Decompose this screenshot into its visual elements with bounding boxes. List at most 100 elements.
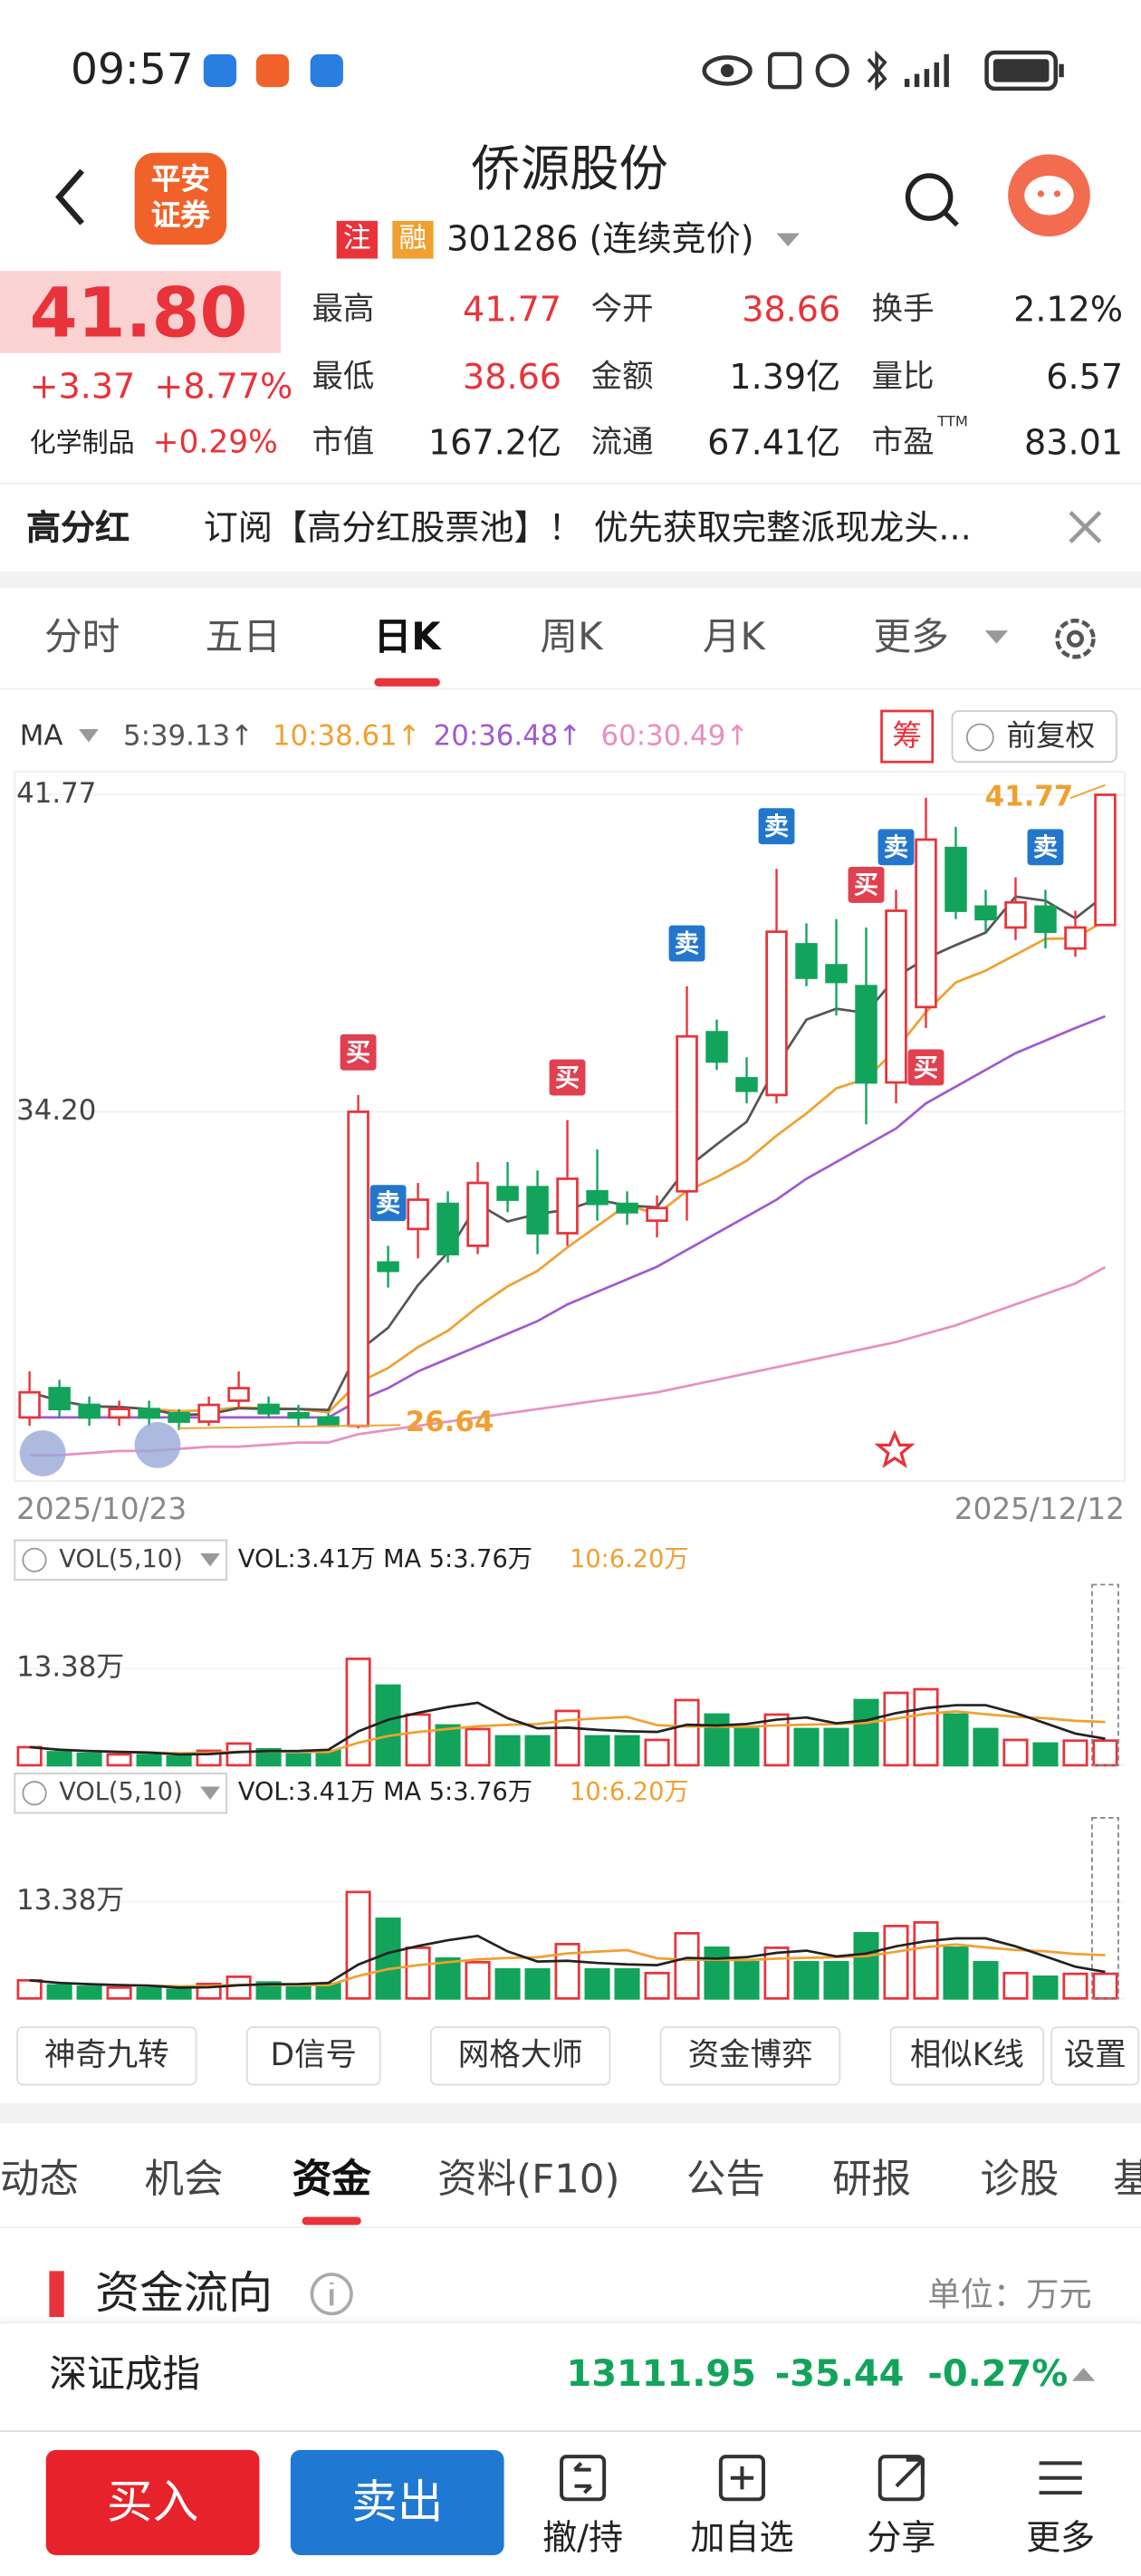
- sub-tab[interactable]: 诊股: [980, 2156, 1060, 2203]
- action-label[interactable]: 撤/持: [542, 2518, 624, 2558]
- expand-arrow[interactable]: [1070, 2365, 1097, 2385]
- sub-tab[interactable]: 机会: [144, 2156, 224, 2203]
- sell-button[interactable]: [290, 2449, 504, 2555]
- tool-button[interactable]: [429, 2026, 611, 2086]
- sub-tab[interactable]: 资料(F10): [437, 2156, 620, 2203]
- search-button[interactable]: [899, 168, 965, 234]
- trade-marker: [668, 925, 705, 962]
- vol-bar: [793, 1961, 820, 2000]
- settings-button[interactable]: [1050, 614, 1099, 663]
- period-tab[interactable]: 日K: [373, 616, 441, 659]
- stat-label: 最高: [312, 291, 375, 328]
- buy-label[interactable]: 买入: [106, 2475, 199, 2529]
- unit-label: 单位：万元: [927, 2273, 1092, 2314]
- vol-bar: [1062, 1739, 1088, 1767]
- vol-bar: [793, 1727, 820, 1767]
- action-label[interactable]: 加自选: [690, 2518, 794, 2558]
- avatar[interactable]: [1006, 153, 1091, 238]
- index-pct: -0.27%: [927, 2354, 1069, 2397]
- period-tab[interactable]: 更多: [873, 616, 949, 659]
- vol-bar: [883, 1925, 909, 2000]
- period-tab[interactable]: 月K: [702, 616, 765, 659]
- vol-bar: [644, 1972, 670, 2000]
- tool-label[interactable]: 资金博弈: [687, 2036, 813, 2073]
- vol-bar: [345, 1890, 371, 2000]
- tool-button[interactable]: [16, 2026, 197, 2086]
- tool-button[interactable]: [889, 2026, 1045, 2086]
- vol-bar: [166, 1988, 192, 2000]
- vol-current-box: [1091, 1583, 1119, 1766]
- tool-label[interactable]: 相似K线: [909, 2036, 1024, 2073]
- banner-text[interactable]: 订阅【高分红股票池】！ 优先获取完整派现龙头...: [203, 508, 972, 548]
- vol-legend-box: [14, 1773, 228, 1814]
- trade-marker-label: 买: [914, 1054, 938, 1082]
- tool-button[interactable]: [1050, 2026, 1140, 2086]
- vol-bar: [76, 1752, 102, 1767]
- candle-body: [317, 1416, 340, 1427]
- tool-label[interactable]: 网格大师: [457, 2036, 583, 2073]
- period-tab[interactable]: 分时: [43, 616, 120, 659]
- stat-value: 41.77: [463, 289, 562, 330]
- vol-legend: VOL(5,10): [59, 1778, 182, 1806]
- action-label[interactable]: 分享: [867, 2518, 936, 2558]
- tool-label[interactable]: 设置: [1063, 2036, 1127, 2073]
- stat-value: 167.2亿: [427, 422, 562, 463]
- stat-label: 金额: [590, 359, 654, 396]
- candle-body: [377, 1261, 399, 1273]
- candle-body: [227, 1387, 250, 1402]
- tool-button[interactable]: [659, 2026, 841, 2086]
- sub-tab[interactable]: 基: [1113, 2159, 1141, 2199]
- back-button[interactable]: [46, 164, 95, 230]
- gap: [0, 571, 1141, 589]
- vol-bar: [1032, 1975, 1059, 2000]
- section-bar: [49, 2271, 64, 2318]
- vol-bar: [614, 1735, 640, 1767]
- vol-legend-box: [14, 1539, 228, 1581]
- info-icon[interactable]: [309, 2271, 355, 2317]
- section-title: 资金流向: [95, 2268, 273, 2320]
- period-tab[interactable]: 五日: [205, 616, 282, 659]
- candle-body: [915, 838, 937, 1009]
- vol-current-box: [1091, 1817, 1119, 2000]
- stat-value: 6.57: [1046, 357, 1124, 397]
- sub-tab[interactable]: 动态: [0, 2156, 80, 2203]
- x-date-label: 2025/12/12: [954, 1492, 1125, 1526]
- stat-label: 流通: [590, 424, 654, 461]
- candle-body: [944, 846, 967, 912]
- tool-label[interactable]: D信号: [270, 2036, 357, 2073]
- sub-tab[interactable]: 资金: [292, 2156, 371, 2203]
- buy-button[interactable]: [45, 2449, 260, 2555]
- status-icons: [702, 50, 1064, 91]
- trade-marker: [877, 829, 915, 866]
- sub-tab[interactable]: 研报: [832, 2156, 912, 2203]
- vol-legend: VOL(5,10): [59, 1545, 182, 1573]
- x-date-label: 2025/10/23: [16, 1492, 187, 1526]
- trade-marker-label: 买: [346, 1039, 370, 1067]
- stat-label: 今开: [590, 291, 654, 328]
- candle-body: [347, 1110, 369, 1427]
- period-tab[interactable]: 周K: [540, 616, 603, 659]
- stock-subtitle: 301286 (连续竞价): [446, 219, 754, 259]
- tool-label[interactable]: 神奇九转: [43, 2036, 169, 2073]
- dropdown-arrow: [776, 233, 800, 246]
- trade-marker-label: 买: [555, 1064, 580, 1092]
- vol-bar: [1062, 1972, 1088, 2000]
- candle-body: [108, 1408, 130, 1419]
- stat-value: 2.12%: [1013, 289, 1124, 330]
- stat-value: 38.66: [742, 289, 841, 330]
- vol-bar: [614, 1968, 640, 2000]
- vol-bar: [494, 1968, 521, 2000]
- candle-body: [616, 1202, 638, 1214]
- vol-bar: [853, 1932, 879, 2000]
- tool-button[interactable]: [245, 2026, 381, 2086]
- adjust-button: [951, 710, 1117, 764]
- close-button[interactable]: [1067, 509, 1103, 545]
- vol-bar: [16, 1979, 43, 2000]
- vol-ma10-text: 10:6.20万: [570, 1545, 688, 1573]
- sub-tab[interactable]: 公告: [686, 2156, 765, 2203]
- sell-label[interactable]: 卖出: [350, 2475, 444, 2529]
- candle-body: [496, 1186, 519, 1201]
- change-pct: +8.77%: [154, 367, 293, 407]
- action-label[interactable]: 更多: [1026, 2518, 1096, 2558]
- ma-value: 60:30.49↑: [601, 720, 750, 753]
